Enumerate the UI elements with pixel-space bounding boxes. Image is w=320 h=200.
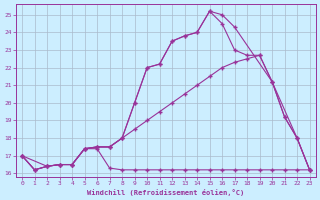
X-axis label: Windchill (Refroidissement éolien,°C): Windchill (Refroidissement éolien,°C)	[87, 189, 244, 196]
